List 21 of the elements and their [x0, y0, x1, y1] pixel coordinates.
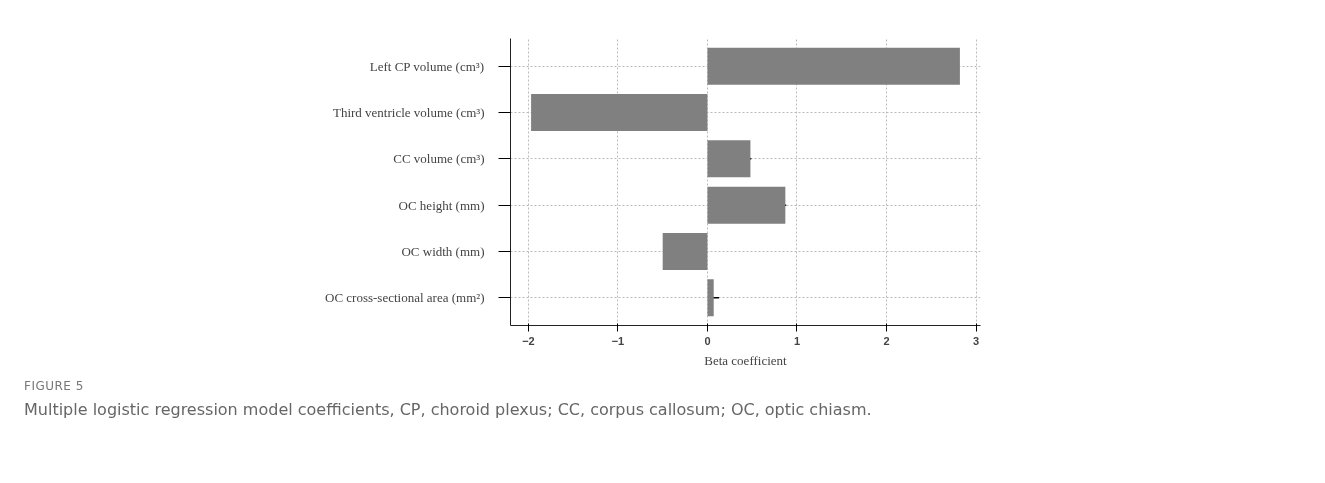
- x-tick-label: 1: [793, 334, 801, 347]
- y-tick-label: Third ventricle volume (cm³): [332, 105, 485, 121]
- y-tick-label: OC cross-sectional area (mm²): [325, 290, 485, 306]
- x-tick-label: −1: [611, 334, 625, 347]
- bar: [707, 186, 786, 224]
- x-tick-label: 2: [883, 334, 890, 347]
- bar: [707, 47, 960, 85]
- y-tick-label: OC width (mm): [401, 243, 485, 259]
- bar: [531, 94, 708, 132]
- bar: [662, 232, 708, 270]
- x-tick-label: 3: [972, 334, 980, 347]
- caption: FIGURE 5: [24, 378, 85, 395]
- x-tick-label: −2: [522, 334, 535, 347]
- bar: [707, 140, 751, 178]
- bar: [707, 279, 714, 317]
- y-tick-label: CC volume (cm³): [393, 151, 485, 167]
- y-tick-label: OC height (mm): [398, 197, 485, 213]
- text: Multiple logistic regression model coefficients, CP, choroid plexus; CC, corpus callosum; OC, optic chiasm.: [24, 399, 872, 422]
- x-tick-label: 0: [704, 334, 711, 347]
- x-axis-title: Beta coefficient: [704, 352, 788, 368]
- y-tick-label: Left CP volume (cm³): [369, 58, 485, 74]
